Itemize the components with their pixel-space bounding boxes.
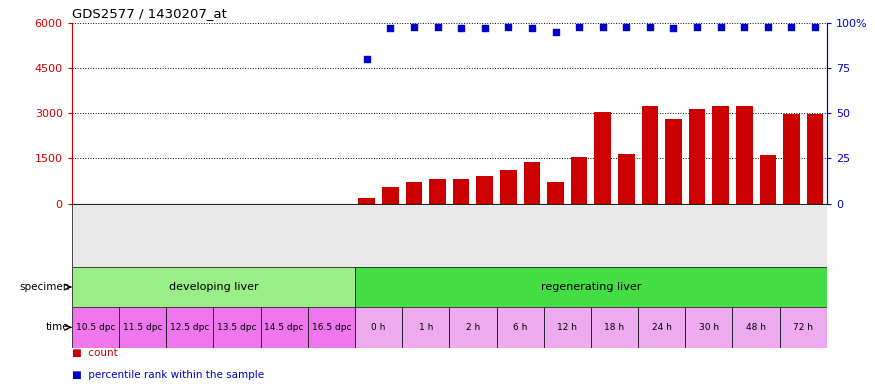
Point — [714, 23, 728, 30]
Text: 1 h: 1 h — [418, 323, 433, 332]
Bar — [712, 106, 729, 204]
Bar — [685, 307, 732, 348]
Bar — [618, 154, 634, 204]
Text: 16.5 dpc: 16.5 dpc — [312, 323, 351, 332]
Bar — [72, 267, 355, 307]
Bar — [453, 179, 469, 204]
Bar — [547, 182, 564, 204]
Bar — [783, 114, 800, 204]
Point — [454, 25, 468, 31]
Point — [478, 25, 492, 31]
Point — [785, 23, 799, 30]
Bar — [523, 162, 540, 204]
Bar — [308, 307, 355, 348]
Bar — [214, 307, 261, 348]
Bar — [594, 112, 611, 204]
Bar — [166, 307, 214, 348]
Bar — [665, 119, 682, 204]
Bar — [261, 307, 308, 348]
Bar — [760, 155, 776, 204]
Point — [383, 25, 397, 31]
Bar — [119, 307, 166, 348]
Text: 11.5 dpc: 11.5 dpc — [123, 323, 162, 332]
Text: 14.5 dpc: 14.5 dpc — [264, 323, 304, 332]
Text: regenerating liver: regenerating liver — [541, 282, 641, 292]
Bar — [406, 182, 422, 204]
Bar — [359, 197, 375, 204]
Bar — [780, 307, 827, 348]
Bar — [591, 307, 638, 348]
Bar — [72, 307, 119, 348]
Bar — [477, 176, 493, 204]
Text: time: time — [46, 322, 69, 333]
Text: 18 h: 18 h — [605, 323, 625, 332]
Bar — [736, 106, 752, 204]
Bar — [543, 307, 591, 348]
Bar — [496, 307, 543, 348]
Text: 2 h: 2 h — [466, 323, 480, 332]
Bar — [689, 109, 705, 204]
Text: 24 h: 24 h — [652, 323, 672, 332]
Text: ■  count: ■ count — [72, 348, 117, 358]
Bar — [402, 307, 450, 348]
Point — [501, 23, 515, 30]
Text: 72 h: 72 h — [794, 323, 813, 332]
Text: 12.5 dpc: 12.5 dpc — [170, 323, 209, 332]
Point — [738, 23, 752, 30]
Point — [667, 25, 681, 31]
Bar — [807, 114, 823, 204]
Bar — [382, 187, 399, 204]
Point — [525, 25, 539, 31]
Bar — [450, 307, 496, 348]
Bar — [500, 170, 516, 204]
Text: ■  percentile rank within the sample: ■ percentile rank within the sample — [72, 370, 264, 381]
Point — [643, 23, 657, 30]
Text: 48 h: 48 h — [746, 323, 766, 332]
Bar — [570, 157, 587, 204]
Bar — [732, 307, 780, 348]
Text: 30 h: 30 h — [699, 323, 719, 332]
Text: specimen: specimen — [19, 282, 69, 292]
Point — [549, 29, 563, 35]
Point — [572, 23, 586, 30]
Text: 13.5 dpc: 13.5 dpc — [217, 323, 256, 332]
Text: 6 h: 6 h — [513, 323, 528, 332]
Point — [407, 23, 421, 30]
Bar — [355, 307, 402, 348]
Bar — [355, 267, 827, 307]
Bar — [638, 307, 685, 348]
Bar — [641, 106, 658, 204]
Point — [808, 23, 822, 30]
Point — [620, 23, 634, 30]
Text: 10.5 dpc: 10.5 dpc — [75, 323, 116, 332]
Point — [761, 23, 775, 30]
Point — [430, 23, 444, 30]
Point — [690, 23, 704, 30]
Text: developing liver: developing liver — [169, 282, 258, 292]
Text: 0 h: 0 h — [371, 323, 386, 332]
Text: 12 h: 12 h — [557, 323, 578, 332]
Text: GDS2577 / 1430207_at: GDS2577 / 1430207_at — [72, 7, 227, 20]
Point — [596, 23, 610, 30]
Bar — [430, 179, 445, 204]
Point — [360, 56, 374, 62]
